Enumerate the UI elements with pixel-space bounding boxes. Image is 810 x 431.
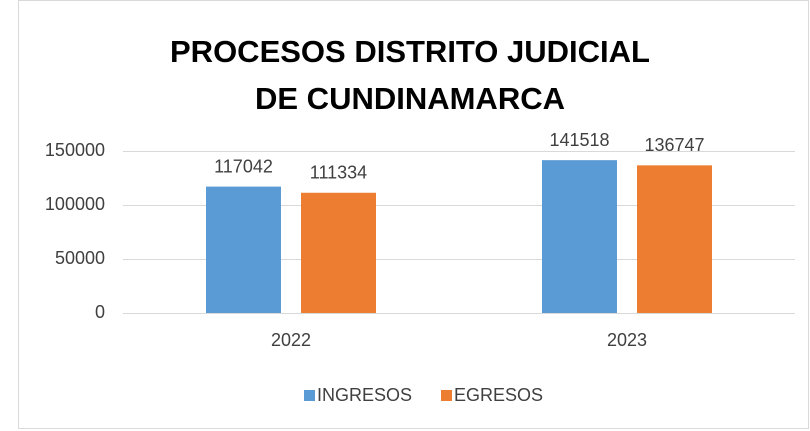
y-tick-label: 100000 [45,194,105,214]
value-label: 111334 [310,163,367,183]
bar [637,165,712,313]
legend-label: INGRESOS [317,385,412,405]
legend-swatch [441,390,452,401]
y-tick-label: 50000 [55,248,105,268]
x-tick-label: 2022 [271,330,311,350]
y-tick-label: 0 [95,302,105,322]
bar [542,160,617,313]
chart-title: PROCESOS DISTRITO JUDICIAL DE CUNDINAMAR… [170,34,650,116]
x-tick-label: 2023 [607,330,647,350]
chart-border [18,0,809,429]
value-label: 136747 [644,135,704,155]
value-label: 141518 [549,130,609,150]
value-label: 117042 [214,156,273,176]
bar [301,192,376,313]
legend-swatch [304,390,315,401]
y-tick-label: 150000 [45,140,105,160]
bar [206,186,281,313]
legend-label: EGRESOS [454,385,543,405]
